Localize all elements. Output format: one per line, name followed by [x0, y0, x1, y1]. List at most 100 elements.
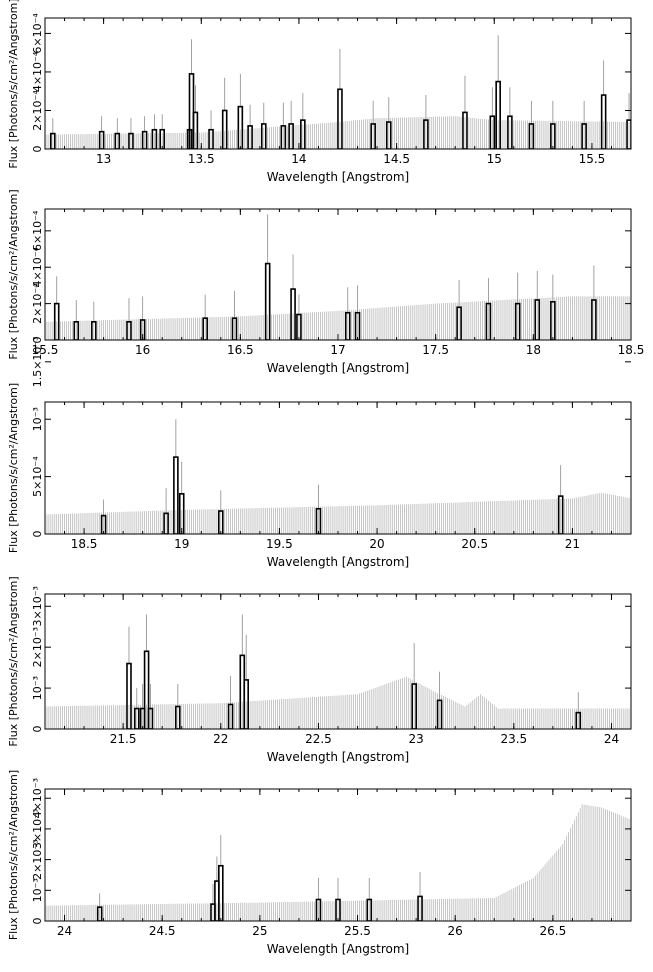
x-tick-label: 14	[291, 152, 306, 166]
emission-line-bar	[489, 115, 496, 149]
y-axis: 0 2×10⁻⁴4×10⁻⁴6×10⁻⁴	[31, 13, 631, 153]
emission-line-bar	[600, 94, 607, 149]
x-tick-label: 23	[408, 732, 423, 746]
emission-line-bar	[335, 898, 341, 921]
emission-line-bar	[337, 88, 343, 149]
x-axis: 24 24.5 25 25.5 26 26.5	[44, 789, 612, 938]
emission-line-bar	[175, 705, 181, 729]
emission-lines	[53, 214, 597, 340]
x-axis: 21.5 22 22.5 23 23.5 24	[44, 594, 619, 746]
x-axis-label: Wavelength [Angstrom]	[267, 750, 409, 764]
continuum-series	[45, 116, 631, 149]
emission-line-bar	[495, 80, 501, 149]
emission-line-bar	[114, 132, 121, 149]
x-axis-label: Wavelength [Angstrom]	[267, 170, 409, 184]
x-tick-label: 26.5	[540, 924, 567, 938]
x-tick-label: 26	[448, 924, 463, 938]
plot-area	[45, 614, 631, 729]
y-axis: 0 10⁻³ 2×10⁻³3×10⁻³	[31, 586, 631, 733]
x-axis: 15.5 16 16.5 17 17.5 18 18.5	[32, 209, 644, 357]
emission-line-bar	[411, 683, 417, 729]
emission-line-bar	[218, 864, 224, 921]
y-axis-label: Flux [Photons/s/cm²/Angstrom]	[7, 0, 20, 169]
emission-line-bar	[514, 302, 521, 340]
emission-line-bar	[626, 119, 631, 149]
y-tick-label: 2×10⁻³	[31, 627, 44, 667]
x-tick-label: 15.5	[32, 343, 59, 357]
y-tick-label: 2×10⁻³	[31, 839, 44, 879]
emission-line-bar	[280, 125, 287, 149]
x-tick-label: 18	[526, 343, 541, 357]
emission-line-bar	[126, 662, 132, 729]
x-tick-label: 13	[96, 152, 111, 166]
continuum-series	[45, 296, 631, 340]
emission-line-bar	[147, 707, 154, 729]
y-tick-label: 3×10⁻³	[31, 586, 44, 626]
emission-line-bar	[385, 121, 392, 149]
y-axis: 0 2×10⁻⁴4×10⁻⁴6×10⁻⁴	[31, 210, 631, 344]
y-tick-label: 4×10⁻³	[31, 778, 44, 818]
emission-line-bar	[456, 306, 462, 340]
y-tick-label: 10⁻³	[31, 676, 44, 700]
emission-line-bar	[247, 125, 253, 149]
emission-line-bar	[264, 262, 271, 340]
x-tick-label: 15	[487, 152, 502, 166]
emission-line-bar	[344, 311, 351, 340]
y-axis-label: Flux [Photons/s/cm²/Angstrom]	[7, 576, 20, 746]
chart-panel-1: 13 13.5 14 14.5 15 15.5 Wavelength [Angstrom] 0…	[7, 0, 632, 184]
y-axis-label: Flux [Photons/s/cm²/Angstrom]	[7, 189, 20, 359]
x-tick-label: 16	[135, 343, 150, 357]
emission-lines	[96, 835, 423, 921]
emission-line-bar	[237, 105, 244, 149]
chart-panel-4: 21.5 22 22.5 23 23.5 24 Wavelength [Angstrom] 0…	[7, 576, 632, 764]
x-tick-label: 21	[565, 537, 580, 551]
x-tick-label: 20	[369, 537, 384, 551]
y-tick-label: 10⁻³	[31, 878, 44, 902]
continuum-series	[45, 676, 631, 729]
emission-line-bar	[591, 299, 597, 340]
plot-area	[45, 804, 631, 921]
x-tick-label: 18.5	[71, 537, 98, 551]
y-axis: 0 10⁻³2×10⁻³3×10⁻³4×10⁻³	[31, 778, 631, 925]
y-tick-label: 4×10⁻⁴	[31, 51, 44, 92]
x-axis: 13 13.5 14 14.5 15 15.5	[44, 18, 632, 166]
plot-area	[45, 35, 631, 149]
y-axis-label: Flux [Photons/s/cm²/Angstrom]	[7, 383, 20, 553]
emission-line-bar	[534, 299, 541, 340]
y-tick-label: 0	[31, 726, 44, 733]
x-tick-label: 24	[57, 924, 72, 938]
y-tick-label: 1.5×10⁻³	[31, 336, 44, 387]
x-tick-label: 22	[213, 732, 228, 746]
emission-line-bar	[218, 510, 224, 534]
emission-line-bar	[188, 73, 195, 149]
emission-lines	[50, 35, 631, 149]
y-axis: 0 5×10⁻⁴ 10⁻³ 1.5×10⁻³	[31, 336, 631, 538]
y-tick-label: 2×10⁻⁴	[31, 90, 44, 131]
x-tick-label: 16.5	[227, 343, 254, 357]
y-tick-label: 10⁻³	[31, 407, 44, 431]
x-tick-label: 25.5	[344, 924, 371, 938]
continuum-series	[45, 804, 631, 921]
x-tick-label: 19.5	[266, 537, 293, 551]
emission-line-bar	[50, 132, 56, 149]
emission-line-bar	[436, 699, 443, 729]
x-tick-label: 24	[604, 732, 619, 746]
x-tick-label: 15.5	[579, 152, 606, 166]
emission-line-bar	[485, 302, 492, 340]
y-tick-label: 0	[31, 146, 44, 153]
x-tick-label: 14.5	[383, 152, 410, 166]
emission-line-bar	[315, 507, 322, 534]
y-tick-label: 0	[31, 337, 44, 344]
emission-line-bar	[354, 311, 361, 340]
x-tick-label: 21.5	[110, 732, 137, 746]
emission-line-bar	[221, 109, 228, 149]
x-tick-label: 19	[174, 537, 189, 551]
x-tick-label: 25	[252, 924, 267, 938]
y-tick-label: 6×10⁻⁴	[31, 13, 44, 54]
y-tick-label: 0	[31, 918, 44, 925]
emission-line-bar	[315, 898, 322, 921]
y-tick-label: 0	[31, 531, 44, 538]
